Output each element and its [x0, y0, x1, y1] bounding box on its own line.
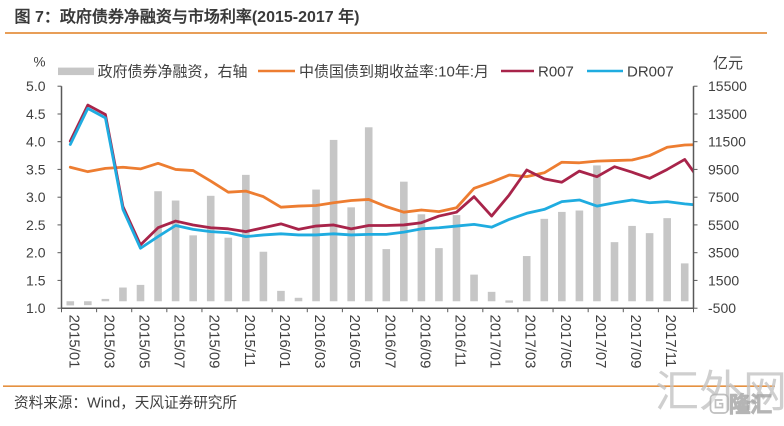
svg-text:2.5: 2.5	[26, 217, 46, 233]
svg-text:1500: 1500	[708, 272, 739, 288]
svg-text:9500: 9500	[708, 161, 739, 177]
svg-text:2017/01: 2017/01	[487, 315, 503, 369]
svg-text:2015/07: 2015/07	[171, 315, 187, 369]
svg-text:15500: 15500	[708, 78, 747, 94]
svg-text:5500: 5500	[708, 217, 739, 233]
svg-text:7500: 7500	[708, 189, 739, 205]
svg-text:2016/01: 2016/01	[276, 315, 292, 369]
svg-text:2016/05: 2016/05	[346, 315, 362, 369]
svg-text:政府债券净融资，右轴: 政府债券净融资，右轴	[98, 64, 248, 81]
svg-text:2015/01: 2015/01	[65, 315, 81, 369]
svg-text:2015/05: 2015/05	[136, 315, 152, 369]
svg-text:图 7：政府债券净融资与市场利率(2015-2017 年): 图 7：政府债券净融资与市场利率(2015-2017 年)	[15, 7, 360, 26]
svg-text:2017/09: 2017/09	[627, 315, 643, 369]
svg-text:2016/11: 2016/11	[452, 315, 468, 368]
svg-text:资料来源：Wind，天风证券研究所: 资料来源：Wind，天风证券研究所	[14, 394, 237, 411]
svg-text:3.5: 3.5	[26, 161, 46, 177]
svg-text:3.0: 3.0	[26, 189, 46, 205]
svg-text:1.5: 1.5	[26, 272, 46, 288]
svg-text:5.0: 5.0	[26, 78, 46, 94]
svg-text:13500: 13500	[708, 106, 747, 122]
svg-text:2017/07: 2017/07	[592, 315, 608, 369]
svg-text:DR007: DR007	[627, 64, 674, 81]
svg-text:4.5: 4.5	[26, 106, 46, 122]
svg-text:11500: 11500	[708, 134, 746, 150]
svg-text:2.0: 2.0	[26, 245, 46, 261]
svg-text:1.0: 1.0	[26, 300, 46, 316]
svg-text:2015/09: 2015/09	[206, 315, 222, 369]
svg-text:2015/11: 2015/11	[241, 315, 257, 368]
svg-text:2015/03: 2015/03	[100, 315, 116, 369]
svg-text:2017/11: 2017/11	[662, 315, 678, 368]
svg-text:4.0: 4.0	[26, 134, 46, 150]
svg-text:中债国债到期收益率:10年:月: 中债国债到期收益率:10年:月	[299, 64, 489, 81]
svg-text:2016/03: 2016/03	[311, 315, 327, 369]
svg-text:亿元: 亿元	[713, 55, 743, 72]
svg-text:2017/05: 2017/05	[557, 315, 573, 369]
svg-text:隆汇: 隆汇	[729, 393, 772, 417]
svg-text:-500: -500	[708, 300, 736, 316]
svg-text:3500: 3500	[708, 245, 739, 261]
svg-text:2016/09: 2016/09	[416, 315, 432, 369]
svg-text:R007: R007	[538, 64, 574, 81]
svg-text:%: %	[33, 55, 45, 70]
svg-text:2016/07: 2016/07	[381, 315, 397, 369]
svg-text:2017/03: 2017/03	[522, 315, 538, 369]
